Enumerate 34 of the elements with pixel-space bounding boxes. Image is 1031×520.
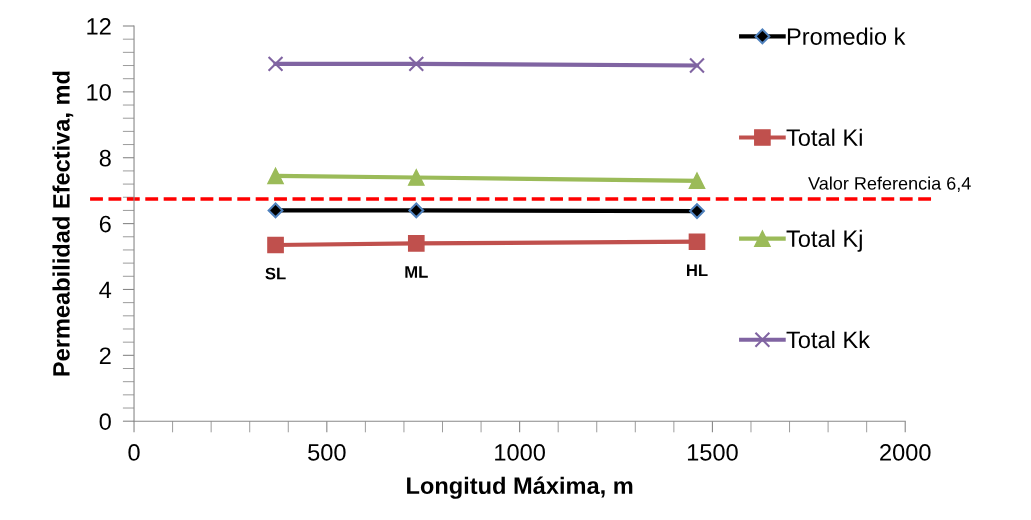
- x-tick-label: 0: [128, 444, 140, 461]
- legend-label: Promedio k: [787, 27, 906, 45]
- point: [689, 203, 705, 219]
- point: [267, 202, 284, 219]
- legend-label: Total Kj: [786, 229, 862, 252]
- ref-line-label: Valor Referencia 6,4: [808, 176, 971, 192]
- y-tick-label: 6: [99, 215, 111, 233]
- y-tick-label: 10: [87, 83, 111, 101]
- point: [407, 169, 425, 186]
- point: [408, 202, 425, 219]
- point: [688, 233, 706, 251]
- annotation: HL: [687, 264, 708, 277]
- x-axis-title: Longitud Máxima, m: [407, 476, 633, 499]
- point: [688, 172, 706, 190]
- y-tick-label: 0: [99, 413, 111, 430]
- point: [407, 235, 425, 252]
- legend-label: Total Ki: [786, 128, 862, 146]
- annotation: ML: [405, 266, 428, 278]
- y-axis-title: Permeabilidad Efectiva, md: [52, 71, 74, 376]
- y-tick-label: 8: [99, 149, 111, 167]
- y-tick-label: 2: [99, 347, 111, 364]
- y-tick-label: 4: [99, 281, 112, 299]
- legend-label: Total Kk: [786, 330, 871, 349]
- point: [267, 55, 284, 72]
- point: [408, 55, 425, 72]
- x-tick-label: 2000: [880, 444, 931, 461]
- point: [689, 57, 705, 74]
- point: [267, 167, 284, 185]
- point: [267, 236, 284, 254]
- x-tick-label: 1500: [687, 444, 738, 461]
- x-tick-label: 500: [308, 444, 346, 461]
- annotation: SL: [265, 267, 286, 280]
- x-tick-label: 1000: [495, 444, 545, 461]
- y-tick-label: 12: [87, 18, 111, 35]
